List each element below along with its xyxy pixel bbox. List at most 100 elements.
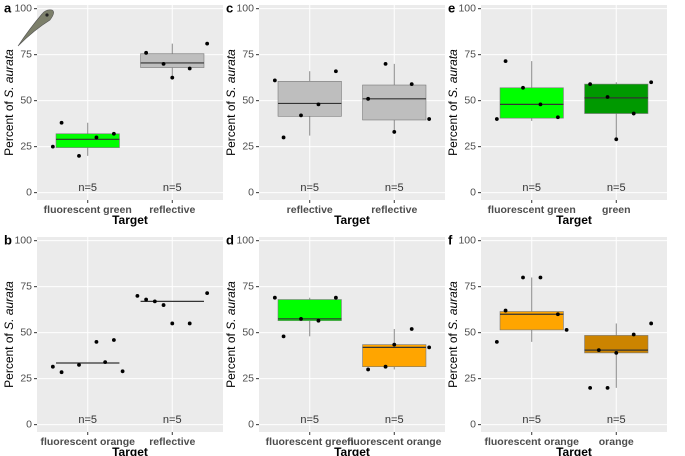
x-tick-label: fluorescent orange (347, 436, 442, 448)
y-axis-title-prefix: Percent of (446, 330, 460, 388)
box (499, 87, 564, 119)
y-tick-label: 75 (242, 48, 254, 60)
data-point (564, 328, 569, 332)
panel-label: e (448, 0, 455, 15)
data-point (409, 327, 414, 331)
data-point (111, 338, 116, 342)
data-point (521, 275, 525, 280)
data-point (205, 41, 210, 46)
plot-background (481, 237, 667, 432)
y-axis-title-species: S. aurata (446, 281, 460, 330)
data-point (316, 318, 321, 323)
plot-background (37, 5, 223, 200)
data-point (161, 303, 166, 307)
x-axis-title: Target (334, 445, 370, 456)
data-point (605, 385, 610, 390)
x-tick-label: fluorescent green (488, 204, 576, 216)
y-axis-title: Percent of S. aurata (446, 281, 460, 388)
data-point (111, 131, 116, 136)
data-point (299, 316, 303, 321)
data-point (521, 85, 525, 90)
x-tick-label: reflective (149, 436, 195, 448)
y-tick-label: 75 (20, 48, 32, 60)
y-tick-label: 100 (14, 234, 32, 246)
y-tick-label: 25 (464, 140, 476, 152)
data-point (649, 321, 654, 326)
box (584, 83, 649, 114)
data-point (392, 342, 397, 347)
y-tick-label: 75 (464, 48, 476, 60)
y-axis-title: Percent of S. aurata (446, 49, 460, 156)
data-point (555, 312, 560, 317)
n-label: n=5 (163, 414, 182, 426)
data-point (494, 339, 499, 344)
data-point (503, 59, 508, 64)
x-axis-title: Target (112, 213, 148, 227)
data-point (77, 153, 81, 158)
x-tick-label: fluorescent green (266, 436, 354, 448)
y-tick-label: 100 (458, 2, 476, 14)
data-point (383, 61, 388, 66)
data-point (588, 82, 593, 87)
data-point (588, 385, 593, 390)
n-label: n=5 (300, 414, 319, 426)
y-axis-title-species: S. aurata (224, 281, 238, 330)
y-axis-title-species: S. aurata (2, 281, 16, 330)
panel: 0 25 50 75 100 fluorescent green n=5 reflective… (2, 0, 223, 227)
y-axis-title-species: S. aurata (224, 49, 238, 98)
x-tick-label: orange (599, 436, 634, 448)
y-tick-label: 100 (236, 234, 254, 246)
x-tick-label: reflective (371, 204, 417, 216)
panel-label: b (4, 232, 12, 247)
data-point (59, 120, 64, 125)
box (362, 84, 427, 121)
n-label: n=5 (607, 414, 626, 426)
y-axis-title-species: S. aurata (2, 49, 16, 98)
x-tick-label: reflective (149, 204, 195, 216)
n-label: n=5 (385, 414, 404, 426)
data-point (614, 137, 619, 142)
n-label: n=5 (607, 182, 626, 194)
data-point (120, 369, 125, 374)
data-point (77, 362, 81, 367)
data-point (383, 364, 388, 369)
y-tick-label: 100 (14, 2, 32, 14)
data-point (281, 135, 286, 140)
data-point (272, 295, 277, 300)
data-point (366, 96, 371, 101)
data-point (333, 69, 338, 74)
y-axis-title: Percent of S. aurata (2, 49, 16, 156)
y-tick-label: 25 (20, 372, 32, 384)
data-point (187, 66, 192, 71)
panel-label: f (448, 232, 453, 247)
data-point (161, 61, 166, 66)
y-tick-label: 0 (248, 418, 254, 430)
n-label: n=5 (522, 182, 541, 194)
fish-illustration (17, 9, 54, 47)
data-point (631, 332, 636, 337)
x-axis-title: Target (556, 213, 592, 227)
x-tick-label: green (602, 204, 631, 216)
y-tick-label: 100 (236, 2, 254, 14)
y-tick-label: 25 (464, 372, 476, 384)
y-tick-label: 100 (458, 234, 476, 246)
y-tick-label: 0 (26, 186, 32, 198)
x-tick-label: fluorescent green (44, 204, 132, 216)
data-point (281, 334, 286, 339)
box (277, 299, 342, 322)
data-point (366, 367, 371, 372)
data-point (299, 113, 303, 118)
y-tick-label: 50 (20, 94, 32, 106)
x-axis-title: Target (556, 445, 592, 456)
panel-label: d (226, 232, 234, 247)
data-point (605, 95, 610, 99)
data-point (272, 78, 277, 83)
y-tick-label: 25 (20, 140, 32, 152)
y-tick-label: 0 (248, 186, 254, 198)
y-tick-label: 0 (470, 418, 476, 430)
data-point (614, 350, 619, 355)
y-tick-label: 0 (26, 418, 32, 430)
data-point (103, 360, 108, 364)
panel: 0 25 50 75 100 fluorescent green n=5 green n=5 Ta… (446, 0, 667, 227)
